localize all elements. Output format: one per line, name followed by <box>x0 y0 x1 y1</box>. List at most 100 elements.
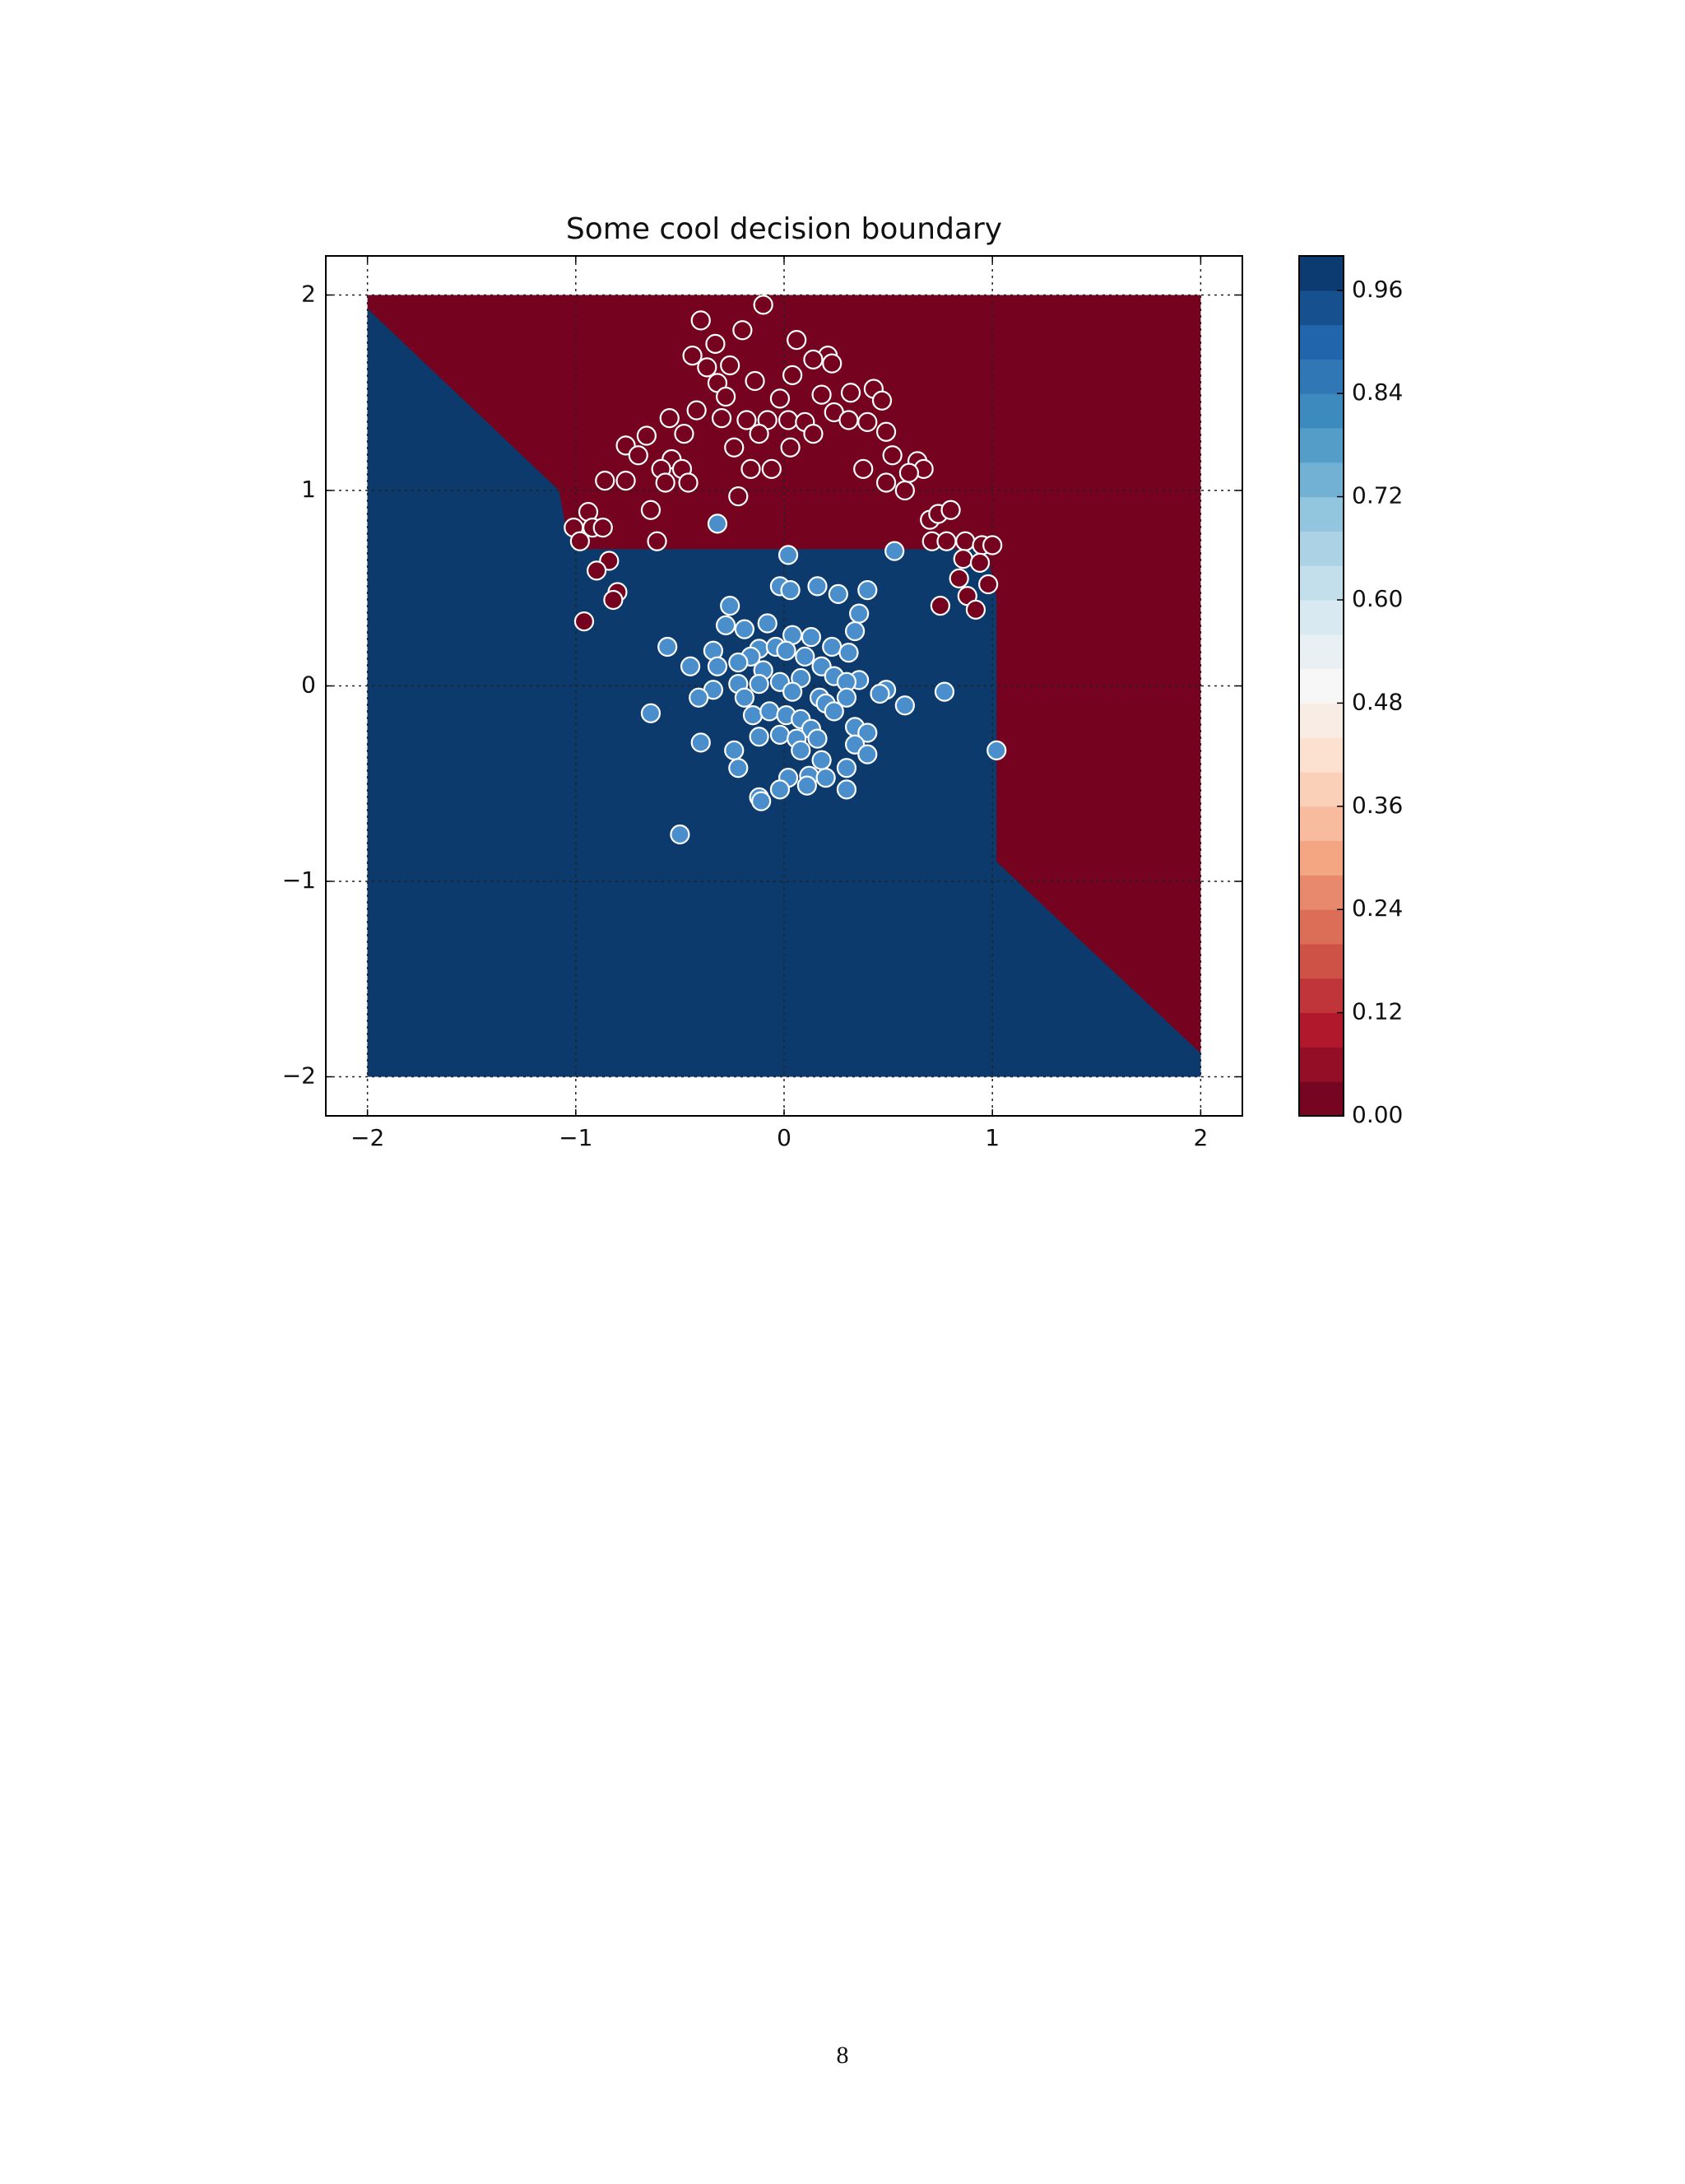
point <box>986 740 1007 760</box>
point <box>978 574 999 595</box>
colorbar-band <box>1299 428 1344 463</box>
point <box>836 687 857 708</box>
point <box>728 758 749 778</box>
point <box>753 295 773 315</box>
point <box>659 408 680 429</box>
point <box>822 353 842 374</box>
point <box>742 705 764 726</box>
colorbar-frame <box>1298 255 1344 1117</box>
colorbar-band <box>1299 978 1344 1014</box>
point <box>898 462 920 483</box>
point <box>740 458 761 479</box>
point <box>875 472 897 493</box>
point <box>828 583 848 604</box>
point <box>682 346 703 366</box>
point <box>728 486 749 507</box>
x-tick-label: 0 <box>777 1124 791 1151</box>
point <box>780 437 801 458</box>
point <box>857 723 878 743</box>
point <box>782 365 803 385</box>
y-tick-label: −1 <box>282 867 316 894</box>
point <box>728 652 749 673</box>
colorbar-tick-label: 0.96 <box>1352 276 1403 303</box>
point <box>724 740 745 760</box>
point <box>595 471 615 491</box>
point <box>824 701 844 722</box>
point <box>803 424 824 444</box>
axes-frame <box>325 255 1243 1117</box>
point <box>734 619 754 639</box>
point <box>965 599 986 620</box>
point <box>769 779 791 800</box>
colorbar-band <box>1299 393 1344 429</box>
point <box>801 627 822 648</box>
point <box>796 775 817 796</box>
point <box>807 728 828 749</box>
point <box>716 386 736 407</box>
point <box>707 513 728 534</box>
colorbar-tick-label: 0.48 <box>1352 688 1403 715</box>
point <box>707 656 728 676</box>
point <box>757 613 778 634</box>
page-number: 8 <box>837 2042 849 2069</box>
colorbar-band <box>1299 1012 1344 1048</box>
point <box>732 320 753 341</box>
point <box>674 424 694 444</box>
point <box>769 388 791 409</box>
point <box>811 384 832 405</box>
colorbar-band <box>1299 1081 1344 1117</box>
point <box>670 824 690 845</box>
point <box>875 421 897 442</box>
point <box>680 656 701 676</box>
colorbar-band <box>1299 668 1344 704</box>
point <box>936 531 957 551</box>
point <box>736 410 757 430</box>
point <box>857 580 878 601</box>
point <box>844 620 866 642</box>
point <box>640 500 661 520</box>
point <box>636 425 657 446</box>
point <box>749 424 769 444</box>
colorbar-band <box>1299 256 1344 291</box>
colorbar-band <box>1299 875 1344 910</box>
colorbar-band <box>1299 324 1344 360</box>
colorbar-band <box>1299 600 1344 635</box>
point <box>940 500 961 520</box>
point <box>716 615 736 635</box>
point <box>720 355 740 376</box>
point <box>592 518 613 538</box>
colorbar-band <box>1299 806 1344 842</box>
point <box>949 568 969 588</box>
point <box>836 758 857 778</box>
point <box>697 357 717 378</box>
point <box>953 549 973 569</box>
point <box>782 681 803 702</box>
point <box>749 727 769 747</box>
colorbar-band <box>1299 840 1344 876</box>
point <box>745 370 765 392</box>
point <box>720 596 740 616</box>
colorbar-tick-label: 0.24 <box>1352 895 1403 922</box>
point <box>795 646 815 667</box>
colorbar-band <box>1299 909 1344 945</box>
colorbar-band <box>1299 496 1344 532</box>
point <box>791 740 811 760</box>
x-tick-label: 2 <box>1193 1124 1208 1151</box>
point <box>870 683 890 704</box>
point <box>930 596 950 616</box>
point <box>778 545 799 565</box>
point <box>690 310 711 331</box>
point <box>657 636 678 658</box>
point <box>836 779 857 800</box>
colorbar-tick-label: 0.84 <box>1352 379 1403 406</box>
point <box>749 674 769 695</box>
point <box>780 580 801 601</box>
point <box>857 411 878 432</box>
point <box>647 531 667 551</box>
point <box>840 383 861 403</box>
point <box>778 410 799 430</box>
colorbar-tick-label: 0.36 <box>1352 792 1403 819</box>
colorbar-band <box>1299 531 1344 566</box>
